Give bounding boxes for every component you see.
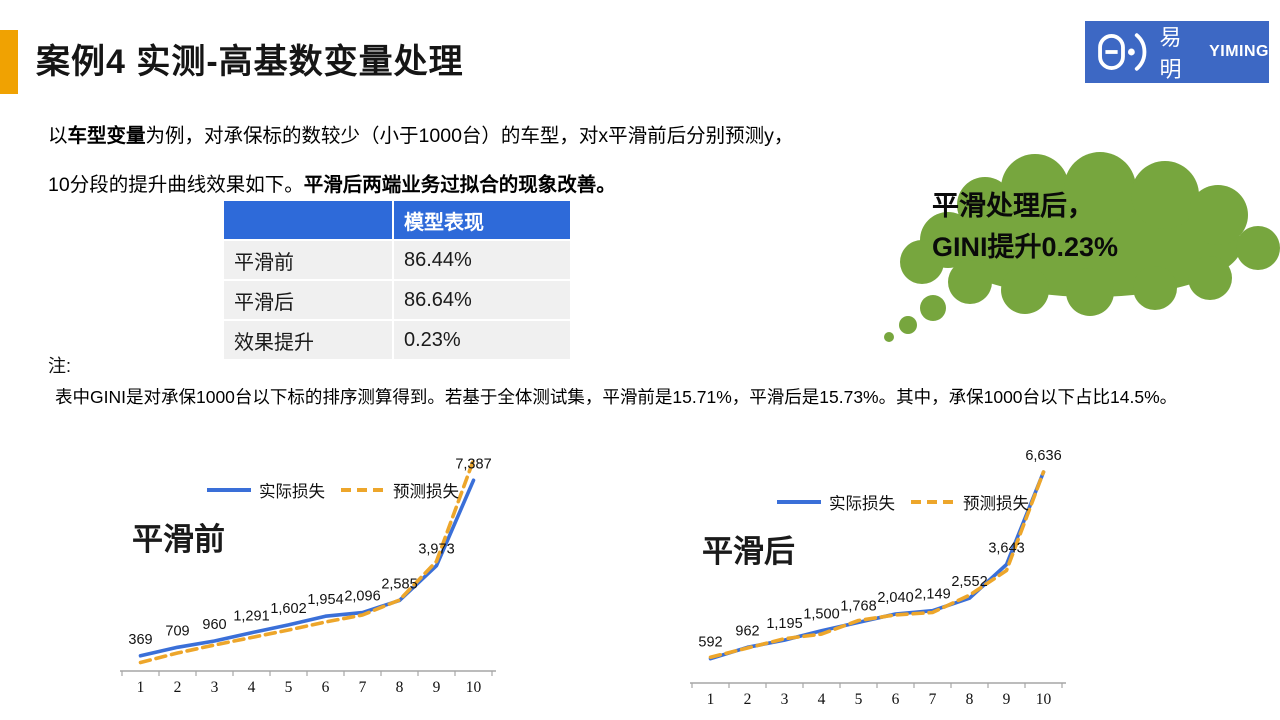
intro-normal2: 10分段的提升曲线效果如下。: [48, 174, 304, 196]
svg-text:1,500: 1,500: [803, 607, 839, 623]
table-row: 平滑前 86.44%: [224, 241, 570, 279]
actual-loss-line-sample: [777, 500, 821, 504]
svg-text:5: 5: [285, 679, 293, 696]
svg-text:10: 10: [466, 679, 482, 696]
svg-text:2: 2: [174, 679, 182, 696]
svg-text:1,768: 1,768: [840, 598, 876, 614]
svg-text:3,973: 3,973: [418, 542, 454, 558]
legend-item-predicted: 预测损失: [341, 478, 459, 502]
svg-text:2,149: 2,149: [914, 587, 950, 603]
svg-text:5: 5: [855, 691, 863, 708]
legend-item-actual: 实际损失: [207, 478, 325, 502]
row-label: 效果提升: [224, 321, 392, 359]
svg-text:7: 7: [359, 679, 367, 696]
table-row: 效果提升 0.23%: [224, 321, 570, 359]
table-row: 平滑后 86.64%: [224, 281, 570, 319]
actual-loss-line-sample: [207, 488, 251, 492]
svg-text:960: 960: [202, 617, 226, 633]
yiming-face-icon: [1098, 33, 1147, 71]
svg-text:2: 2: [744, 691, 752, 708]
callout-line-2: GINI提升0.23%: [932, 232, 1119, 262]
logo-text-en: YIMING: [1209, 43, 1269, 60]
svg-text:10: 10: [1036, 691, 1052, 708]
row-value: 0.23%: [394, 321, 570, 359]
row-label: 平滑前: [224, 241, 392, 279]
model-performance-table: 模型表现 平滑前 86.44% 平滑后 86.64% 效果提升 0.23%: [222, 199, 572, 361]
svg-text:709: 709: [165, 623, 189, 639]
svg-text:1,602: 1,602: [270, 601, 306, 617]
callout-text: 平滑处理后， GINI提升0.23%: [932, 186, 1232, 268]
company-logo: 易明 YIMING: [1085, 21, 1269, 83]
tail-dot-large: [920, 295, 946, 321]
header-empty-cell: [224, 201, 392, 239]
svg-text:9: 9: [1003, 691, 1011, 708]
legend-label-predicted: 预测损失: [963, 495, 1029, 513]
svg-text:8: 8: [966, 691, 974, 708]
svg-text:6: 6: [892, 691, 900, 708]
intro-conclusion-bold: 平滑后两端业务过拟合的现象改善。: [303, 174, 616, 196]
header-model-performance: 模型表现: [394, 201, 570, 239]
svg-text:4: 4: [818, 691, 826, 708]
svg-text:6: 6: [322, 679, 330, 696]
svg-text:7,387: 7,387: [455, 456, 491, 472]
thought-cloud-shape: [884, 152, 1280, 342]
svg-text:369: 369: [128, 632, 152, 648]
svg-text:9: 9: [433, 679, 441, 696]
legend-label-actual: 实际损失: [829, 495, 895, 513]
svg-text:1: 1: [137, 679, 145, 696]
intro-rest: 为例，对承保标的数较少（小于1000台）的车型，对x平滑前后分别预测y，: [145, 125, 794, 147]
legend-label-predicted: 预测损失: [393, 483, 459, 501]
svg-text:3: 3: [781, 691, 789, 708]
row-value: 86.64%: [394, 281, 570, 319]
svg-text:8: 8: [396, 679, 404, 696]
note-text: 表中GINI是对承保1000台以下标的排序测算得到。若基于全体测试集，平滑前是1…: [55, 387, 1178, 407]
gini-callout-bubble: 平滑处理后， GINI提升0.23%: [860, 140, 1280, 360]
chart-title-after: 平滑后: [702, 534, 795, 569]
svg-text:1,954: 1,954: [307, 592, 343, 608]
svg-text:2,040: 2,040: [877, 590, 913, 606]
svg-text:4: 4: [248, 679, 256, 696]
svg-text:3: 3: [211, 679, 219, 696]
svg-text:962: 962: [735, 623, 759, 639]
intro-bold-variable: 车型变量: [67, 125, 146, 147]
chart-legend: 实际损失 预测损失: [118, 478, 548, 502]
title-accent-bar: [0, 30, 18, 94]
predicted-loss-line-sample: [341, 488, 385, 492]
chart-legend: 实际损失 预测损失: [688, 490, 1118, 514]
intro-paragraph: 以车型变量为例，对承保标的数较少（小于1000台）的车型，对x平滑前后分别预测y…: [48, 112, 908, 210]
legend-label-actual: 实际损失: [259, 483, 325, 501]
legend-item-actual: 实际损失: [777, 490, 895, 514]
svg-text:6,636: 6,636: [1025, 450, 1061, 464]
svg-text:3,643: 3,643: [988, 541, 1024, 557]
svg-text:1: 1: [707, 691, 715, 708]
svg-text:1,195: 1,195: [766, 616, 802, 632]
chart-after-smoothing: 1 2 3 4 5 6 7 8 9 10 592 962 1,195 1,500 1,768 2,040 2,1…: [688, 450, 1118, 712]
svg-text:2,552: 2,552: [951, 574, 987, 590]
predicted-loss-line-sample: [911, 500, 955, 504]
logo-text-cn: 易明: [1159, 25, 1182, 82]
svg-text:1,291: 1,291: [233, 609, 269, 625]
chart-before-smoothing: 1 2 3 4 5 6 7 8 9 10 369 709 960 1,291 1,602 1,954 2,096…: [118, 438, 548, 700]
note-label: 注:: [48, 356, 72, 376]
tail-dot-small: [884, 332, 894, 342]
tail-dot-medium: [899, 316, 917, 334]
table-header-row: 模型表现: [224, 201, 570, 239]
intro-pre: 以: [48, 125, 68, 147]
svg-text:7: 7: [929, 691, 937, 708]
intro-line-2: 10分段的提升曲线效果如下。平滑后两端业务过拟合的现象改善。: [48, 161, 908, 210]
chart-title-before: 平滑前: [132, 522, 225, 557]
row-value: 86.44%: [394, 241, 570, 279]
svg-text:592: 592: [698, 635, 722, 651]
svg-text:2,585: 2,585: [381, 576, 417, 592]
row-label: 平滑后: [224, 281, 392, 319]
callout-line-1: 平滑处理后，: [932, 191, 1094, 221]
legend-item-predicted: 预测损失: [911, 490, 1029, 514]
page-title: 案例4 实测-高基数变量处理: [36, 43, 464, 81]
intro-line-1: 以车型变量为例，对承保标的数较少（小于1000台）的车型，对x平滑前后分别预测y…: [48, 112, 908, 161]
svg-text:2,096: 2,096: [344, 589, 380, 605]
